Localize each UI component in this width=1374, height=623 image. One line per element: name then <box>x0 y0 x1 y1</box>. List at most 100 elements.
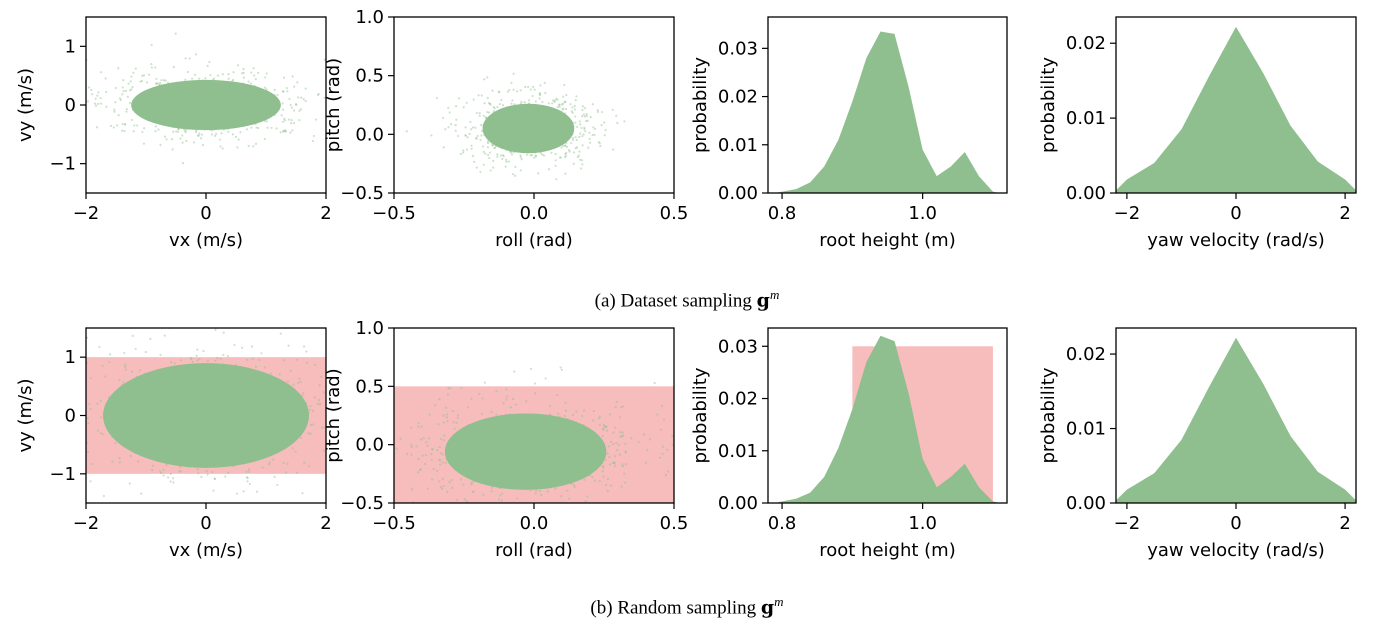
scatter-point <box>644 461 648 464</box>
scatter-point <box>245 128 249 131</box>
scatter-point <box>435 96 439 100</box>
scatter-point <box>285 471 288 474</box>
scatter-point <box>528 99 531 102</box>
scatter-point <box>289 369 292 372</box>
scatter-point <box>292 121 296 125</box>
scatter-point <box>59 354 61 356</box>
scatter-point <box>20 358 22 360</box>
scatter-point <box>290 106 294 109</box>
scatter-point <box>147 73 151 76</box>
scatter-point <box>358 415 360 417</box>
scatter-point <box>181 162 185 165</box>
scatter-point <box>302 392 305 395</box>
scatter-point <box>580 159 584 162</box>
scatter-point <box>169 361 173 364</box>
scatter-point <box>345 440 347 442</box>
scatter-point <box>54 122 56 124</box>
y-tick-label: 0 <box>65 95 76 116</box>
scatter-point <box>194 53 198 56</box>
scatter-point <box>348 459 350 461</box>
scatter-point <box>581 163 584 166</box>
scatter-point <box>17 473 19 475</box>
scatter-point <box>615 441 618 445</box>
scatter-point <box>543 81 546 84</box>
scatter-point <box>348 403 350 405</box>
scatter-point <box>661 452 664 455</box>
scatter-point <box>291 129 294 132</box>
scatter-point <box>468 132 471 136</box>
scatter-point <box>99 97 102 100</box>
scatter-point <box>671 443 674 446</box>
scatter-point <box>432 467 435 471</box>
scatter-point <box>436 469 439 472</box>
scatter-point <box>556 105 559 109</box>
scatter-point <box>533 88 536 91</box>
scatter-point <box>581 105 585 108</box>
scatter-point <box>214 134 217 137</box>
scatter-point <box>233 343 236 347</box>
scatter-point <box>511 99 514 102</box>
scatter-point <box>127 82 130 85</box>
x-tick-label: −0.5 <box>372 513 416 534</box>
scatter-point <box>155 82 158 85</box>
scatter-point <box>602 466 605 469</box>
y-tick-label: 0.02 <box>718 87 758 108</box>
scatter-point <box>184 129 187 132</box>
y-tick-label: 0.0 <box>355 124 384 145</box>
scatter-point <box>122 79 125 82</box>
scatter-point <box>279 131 282 134</box>
scatter-point <box>564 154 567 157</box>
scatter-point <box>231 78 235 82</box>
scatter-point <box>596 109 599 112</box>
scatter-point <box>450 479 453 482</box>
scatter-point <box>581 135 584 138</box>
scatter-point <box>211 470 214 474</box>
scatter-point <box>619 431 622 434</box>
scatter-point <box>172 66 175 69</box>
scatter-point <box>119 98 122 102</box>
scatter-point <box>282 117 286 120</box>
scatter-point <box>569 103 572 106</box>
scatter-point <box>83 105 85 107</box>
scatter-point <box>252 67 255 70</box>
scatter-point <box>482 150 485 153</box>
scatter-point <box>580 167 583 170</box>
scatter-point <box>163 334 166 337</box>
scatter-point <box>417 471 420 474</box>
scatter-point <box>169 472 172 475</box>
scatter-point <box>130 118 134 122</box>
scatter-point <box>593 127 597 131</box>
scatter-point <box>530 153 534 157</box>
scatter-point <box>282 120 285 123</box>
scatter-point <box>520 158 523 161</box>
scatter-point <box>534 154 537 157</box>
scatter-point <box>194 73 197 76</box>
scatter-point <box>196 359 199 362</box>
scatter-point <box>541 153 544 156</box>
scatter-point <box>512 506 514 508</box>
scatter-point <box>584 130 587 133</box>
scatter-point <box>179 470 182 473</box>
panel-b-vel <box>17 327 360 509</box>
scatter-point <box>196 348 199 351</box>
scatter-point <box>430 458 433 462</box>
scatter-point <box>291 447 294 450</box>
caption-a-symbol: g <box>756 289 770 312</box>
scatter-point <box>573 108 577 111</box>
scatter-point <box>623 472 626 475</box>
scatter-point <box>114 101 117 104</box>
scatter-point <box>556 98 559 101</box>
scatter-point <box>478 392 481 396</box>
scatter-point <box>659 428 663 431</box>
scatter-point <box>646 448 649 451</box>
scatter-point <box>288 97 291 101</box>
scatter-point <box>290 119 293 122</box>
scatter-point <box>298 109 301 112</box>
scatter-point <box>456 414 460 417</box>
scatter-point <box>61 410 63 412</box>
scatter-point <box>581 414 584 418</box>
scatter-point <box>575 138 578 142</box>
scatter-point <box>417 425 420 428</box>
scatter-point <box>219 145 222 148</box>
y-tick-label: 0.5 <box>355 376 384 397</box>
